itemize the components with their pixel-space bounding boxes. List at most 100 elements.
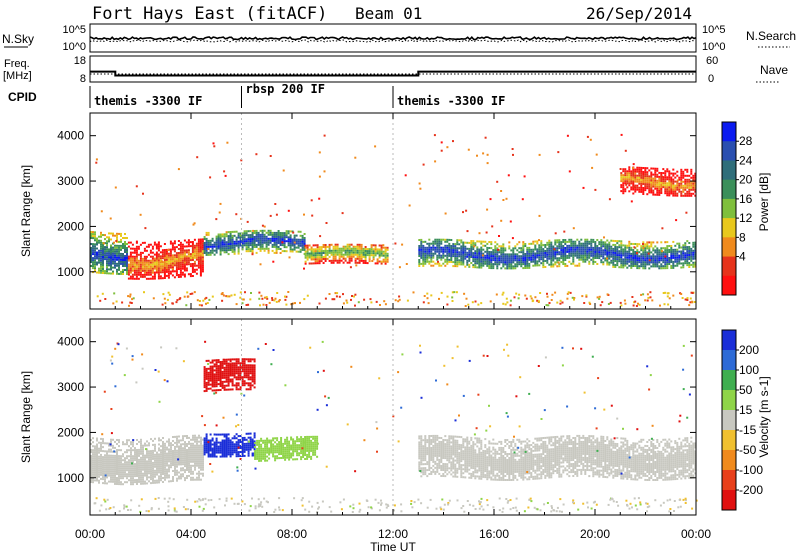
velocity-cell-1028 — [210, 442, 212, 444]
velocity-cell-172 — [108, 467, 110, 469]
power-cell-3139 — [640, 177, 642, 179]
power-cell-920 — [226, 235, 228, 237]
power-cell-909 — [224, 235, 226, 237]
power-cell-3031 — [620, 174, 622, 176]
power-cell-338 — [134, 252, 136, 254]
power-cell-2267 — [550, 252, 552, 254]
velocity-cell-31 — [92, 469, 94, 471]
power-cell-1545 — [377, 260, 379, 262]
velocity-cell-691 — [168, 452, 170, 454]
power-cell-2589 — [612, 252, 614, 254]
power-cell-1067 — [258, 240, 260, 242]
power-ytick-label-2: 2000 — [57, 219, 84, 233]
power-cell-2913 — [672, 253, 674, 255]
power-cell-3134 — [640, 167, 642, 169]
velocity-cell-862 — [188, 457, 190, 459]
velocity-cell-563 — [154, 444, 156, 446]
power-cell-1839 — [466, 256, 468, 258]
power-cell-2847 — [660, 241, 662, 243]
power-cell-1457 — [355, 246, 357, 248]
power-cell-3174 — [646, 175, 648, 177]
velocity-cell-828 — [184, 457, 186, 459]
power-cell-2648 — [622, 252, 624, 254]
power-cell-511 — [158, 271, 160, 273]
power-cell-1069 — [258, 244, 260, 246]
power-cell-2195 — [536, 252, 538, 254]
power-cell-1493 — [363, 248, 365, 250]
power-cell-3053 — [624, 174, 626, 176]
velocity-cell-583 — [156, 458, 158, 460]
power-cell-2584 — [610, 262, 612, 264]
power-colorbar-swatch-2 — [722, 160, 736, 180]
power-cell-1423 — [345, 258, 347, 260]
velocity-cell-196 — [110, 479, 112, 481]
power-cell-1028 — [250, 236, 252, 238]
power-noise-207 — [130, 294, 132, 296]
power-noise-198 — [346, 300, 348, 302]
power-cell-2177 — [532, 259, 534, 261]
power-cell-901 — [222, 235, 224, 237]
power-cell-3130 — [638, 183, 640, 185]
power-cell-2600 — [614, 248, 616, 250]
power-cell-2179 — [532, 265, 534, 267]
velocity-cell-981 — [200, 479, 202, 481]
power-cell-2802 — [650, 251, 652, 253]
power-cell-2765 — [644, 247, 646, 249]
power-noise-96 — [637, 303, 639, 305]
velocity-cell-944 — [198, 437, 200, 439]
power-cell-286 — [126, 257, 128, 259]
power-cell-3103 — [634, 173, 636, 175]
power-cell-2951 — [680, 255, 682, 257]
power-cell-1112 — [268, 242, 270, 244]
velocity-cell-604 — [158, 463, 160, 465]
power-cell-1337 — [323, 244, 325, 246]
power-cell-3009 — [692, 246, 694, 248]
power-noise-199 — [385, 303, 387, 305]
power-cell-1492 — [361, 260, 363, 262]
velocity-cell-53 — [94, 475, 96, 477]
velocity-cell-701 — [168, 476, 170, 478]
velocity-cell-379 — [132, 473, 134, 475]
power-cell-2638 — [620, 254, 622, 256]
power-cell-873 — [216, 238, 218, 240]
power-cell-44 — [94, 259, 96, 261]
power-cell-41 — [94, 253, 96, 255]
power-cell-675 — [182, 256, 184, 258]
velocity-cell-773 — [178, 448, 180, 450]
power-cell-370 — [138, 254, 140, 256]
power-cell-2812 — [652, 255, 654, 257]
power-cell-150 — [108, 256, 110, 258]
power-cell-464 — [152, 266, 154, 268]
power-cell-2453 — [584, 261, 586, 263]
power-cell-1168 — [280, 252, 282, 254]
power-speck-144 — [452, 140, 454, 142]
velocity-cell-531 — [150, 456, 152, 458]
power-cell-2452 — [584, 259, 586, 261]
power-cell-3082 — [630, 176, 632, 178]
velocity-cell-744 — [174, 466, 176, 468]
power-cell-822 — [202, 266, 204, 268]
power-cell-776 — [198, 243, 200, 245]
power-cell-2699 — [632, 243, 634, 245]
power-noise-102 — [566, 298, 568, 300]
power-cell-1958 — [488, 263, 490, 265]
power-cell-2830 — [656, 251, 658, 253]
velocity-cell-146 — [106, 442, 108, 444]
power-cell-2310 — [558, 245, 560, 247]
velocity-cell-383 — [132, 481, 134, 483]
velocity-cell-202 — [112, 455, 114, 457]
power-cell-1340 — [323, 252, 325, 254]
power-cell-1000 — [244, 234, 246, 236]
power-cell-2464 — [586, 259, 588, 261]
power-cell-57 — [96, 256, 98, 258]
power-cell-507 — [158, 263, 160, 265]
power-cell-1225 — [296, 235, 298, 237]
velocity-cell-855 — [188, 441, 190, 443]
power-cell-1645 — [428, 257, 430, 259]
power-cell-1923 — [482, 249, 484, 251]
power-cell-2082 — [514, 245, 516, 247]
power-cell-131 — [106, 252, 108, 254]
power-noise-1 — [250, 292, 252, 294]
power-cell-2673 — [626, 261, 628, 263]
power-speck-44 — [625, 184, 627, 186]
